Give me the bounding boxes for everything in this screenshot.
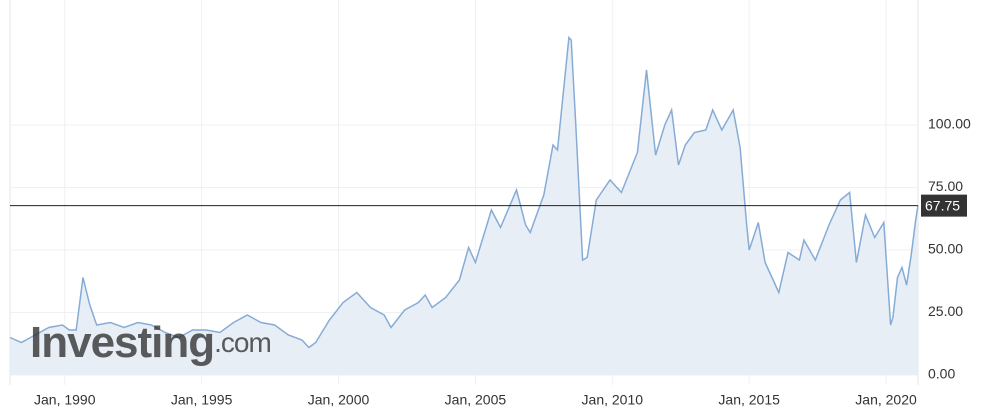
y-tick-label: 75.00	[928, 178, 963, 194]
x-tick-label: Jan, 1990	[34, 392, 96, 408]
y-tick-label: 100.00	[928, 116, 971, 132]
x-tick-label: Jan, 2010	[582, 392, 644, 408]
y-tick-label: 25.00	[928, 303, 963, 319]
current-price-label: 67.75	[925, 197, 960, 213]
x-tick-label: Jan, 2005	[445, 392, 507, 408]
area-fill	[10, 37, 918, 375]
y-tick-label: 0.00	[928, 366, 955, 382]
x-tick-label: Jan, 1995	[171, 392, 233, 408]
x-tick-label: Jan, 2020	[855, 392, 917, 408]
current-price-box	[921, 194, 967, 217]
x-tick-label: Jan, 2015	[718, 392, 780, 408]
x-tick-label: Jan, 2000	[308, 392, 370, 408]
watermark-brand: Investing	[30, 318, 214, 367]
watermark-domain: .com	[214, 327, 271, 358]
price-line	[9, 35, 919, 349]
watermark: Investing.com	[30, 318, 271, 367]
y-tick-label: 50.00	[928, 241, 963, 257]
